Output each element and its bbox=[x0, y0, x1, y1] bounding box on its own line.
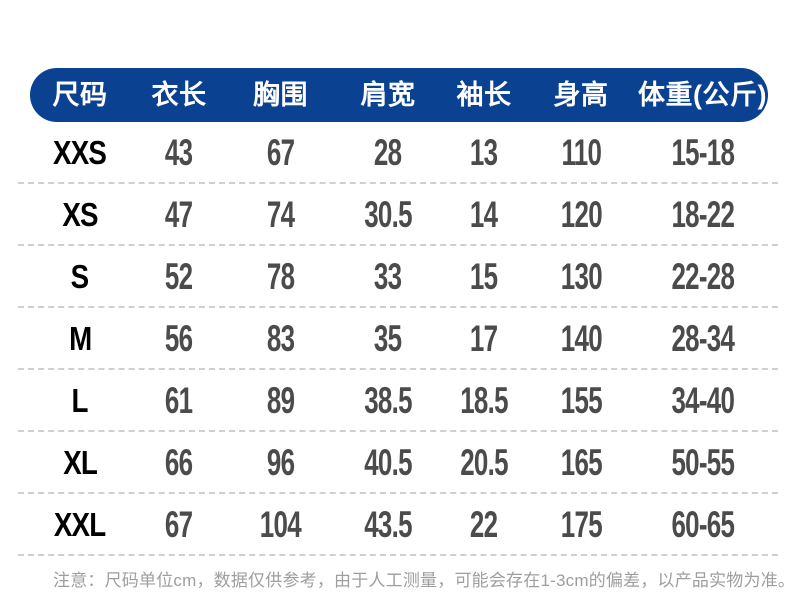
value-cell: 155 bbox=[560, 380, 602, 421]
value-cell: 66 bbox=[165, 442, 193, 483]
value-cell: 13 bbox=[470, 132, 498, 173]
value-cell: 56 bbox=[165, 318, 193, 359]
table-row-s: S 52 78 33 15 130 22-28 bbox=[18, 246, 778, 308]
value-cell: 96 bbox=[266, 442, 295, 483]
value-cell: 14 bbox=[470, 194, 498, 235]
value-cell: 15 bbox=[470, 256, 498, 297]
value-cell: 140 bbox=[560, 318, 602, 359]
column-header-size: 尺码 bbox=[52, 80, 108, 110]
value-cell: 120 bbox=[560, 194, 602, 235]
value-cell: 15-18 bbox=[671, 132, 734, 173]
value-cell: 67 bbox=[165, 504, 193, 545]
value-cell: 175 bbox=[560, 504, 602, 545]
value-cell: 130 bbox=[560, 256, 602, 297]
table-row-l: L 61 89 38.5 18.5 155 34-40 bbox=[18, 370, 778, 432]
value-cell: 60-65 bbox=[671, 504, 734, 545]
value-cell: 40.5 bbox=[364, 442, 412, 483]
size-label: XXL bbox=[54, 506, 106, 543]
table-body: XXS 43 67 28 13 110 15-18 XS 47 74 30.5 … bbox=[18, 122, 778, 556]
value-cell: 38.5 bbox=[364, 380, 412, 421]
value-cell: 165 bbox=[560, 442, 602, 483]
value-cell: 52 bbox=[165, 256, 193, 297]
value-cell: 78 bbox=[266, 256, 295, 297]
column-header-weight: 体重(公斤) bbox=[638, 80, 767, 110]
value-cell: 30.5 bbox=[364, 194, 412, 235]
value-cell: 34-40 bbox=[671, 380, 734, 421]
value-cell: 22 bbox=[470, 504, 498, 545]
table-row-xs: XS 47 74 30.5 14 120 18-22 bbox=[18, 184, 778, 246]
value-cell: 18-22 bbox=[671, 194, 734, 235]
value-cell: 28 bbox=[374, 132, 402, 173]
value-cell: 47 bbox=[165, 194, 193, 235]
value-cell: 35 bbox=[374, 318, 402, 359]
disclaimer-note: 注意：尺码单位cm，数据仅供参考，由于人工测量，可能会存在1-3cm的偏差，以产… bbox=[53, 571, 790, 590]
value-cell: 110 bbox=[561, 132, 601, 173]
column-header-chest: 胸围 bbox=[253, 80, 308, 110]
size-label: L bbox=[71, 382, 89, 419]
table-row-m: M 56 83 35 17 140 28-34 bbox=[18, 308, 778, 370]
size-label: XL bbox=[63, 444, 98, 481]
value-cell: 43.5 bbox=[364, 504, 412, 545]
table-row-xxs: XXS 43 67 28 13 110 15-18 bbox=[18, 122, 778, 184]
table-row-xxl: XXL 67 104 43.5 22 175 60-65 bbox=[18, 494, 778, 556]
value-cell: 33 bbox=[374, 256, 402, 297]
value-cell: 22-28 bbox=[671, 256, 734, 297]
size-label: M bbox=[68, 320, 92, 357]
value-cell: 104 bbox=[259, 504, 302, 545]
column-header-shoulder: 肩宽 bbox=[360, 80, 416, 110]
column-header-sleeve: 袖长 bbox=[456, 80, 512, 110]
size-label: XS bbox=[62, 196, 98, 233]
value-cell: 83 bbox=[266, 318, 295, 359]
value-cell: 50-55 bbox=[671, 442, 734, 483]
column-header-height: 身高 bbox=[553, 80, 609, 110]
table-header-row: 尺码 衣长 胸围 肩宽 袖长 身高 体重(公斤) bbox=[30, 68, 768, 122]
value-cell: 61 bbox=[165, 380, 193, 421]
table-row-xl: XL 66 96 40.5 20.5 165 50-55 bbox=[18, 432, 778, 494]
value-cell: 89 bbox=[266, 380, 295, 421]
size-label: S bbox=[71, 258, 89, 295]
column-header-length: 衣长 bbox=[151, 80, 207, 110]
value-cell: 28-34 bbox=[671, 318, 734, 359]
value-cell: 74 bbox=[266, 194, 295, 235]
value-cell: 18.5 bbox=[460, 380, 508, 421]
size-label: XXS bbox=[53, 134, 108, 171]
value-cell: 43 bbox=[165, 132, 193, 173]
value-cell: 20.5 bbox=[460, 442, 508, 483]
value-cell: 17 bbox=[470, 318, 498, 359]
value-cell: 67 bbox=[266, 132, 295, 173]
